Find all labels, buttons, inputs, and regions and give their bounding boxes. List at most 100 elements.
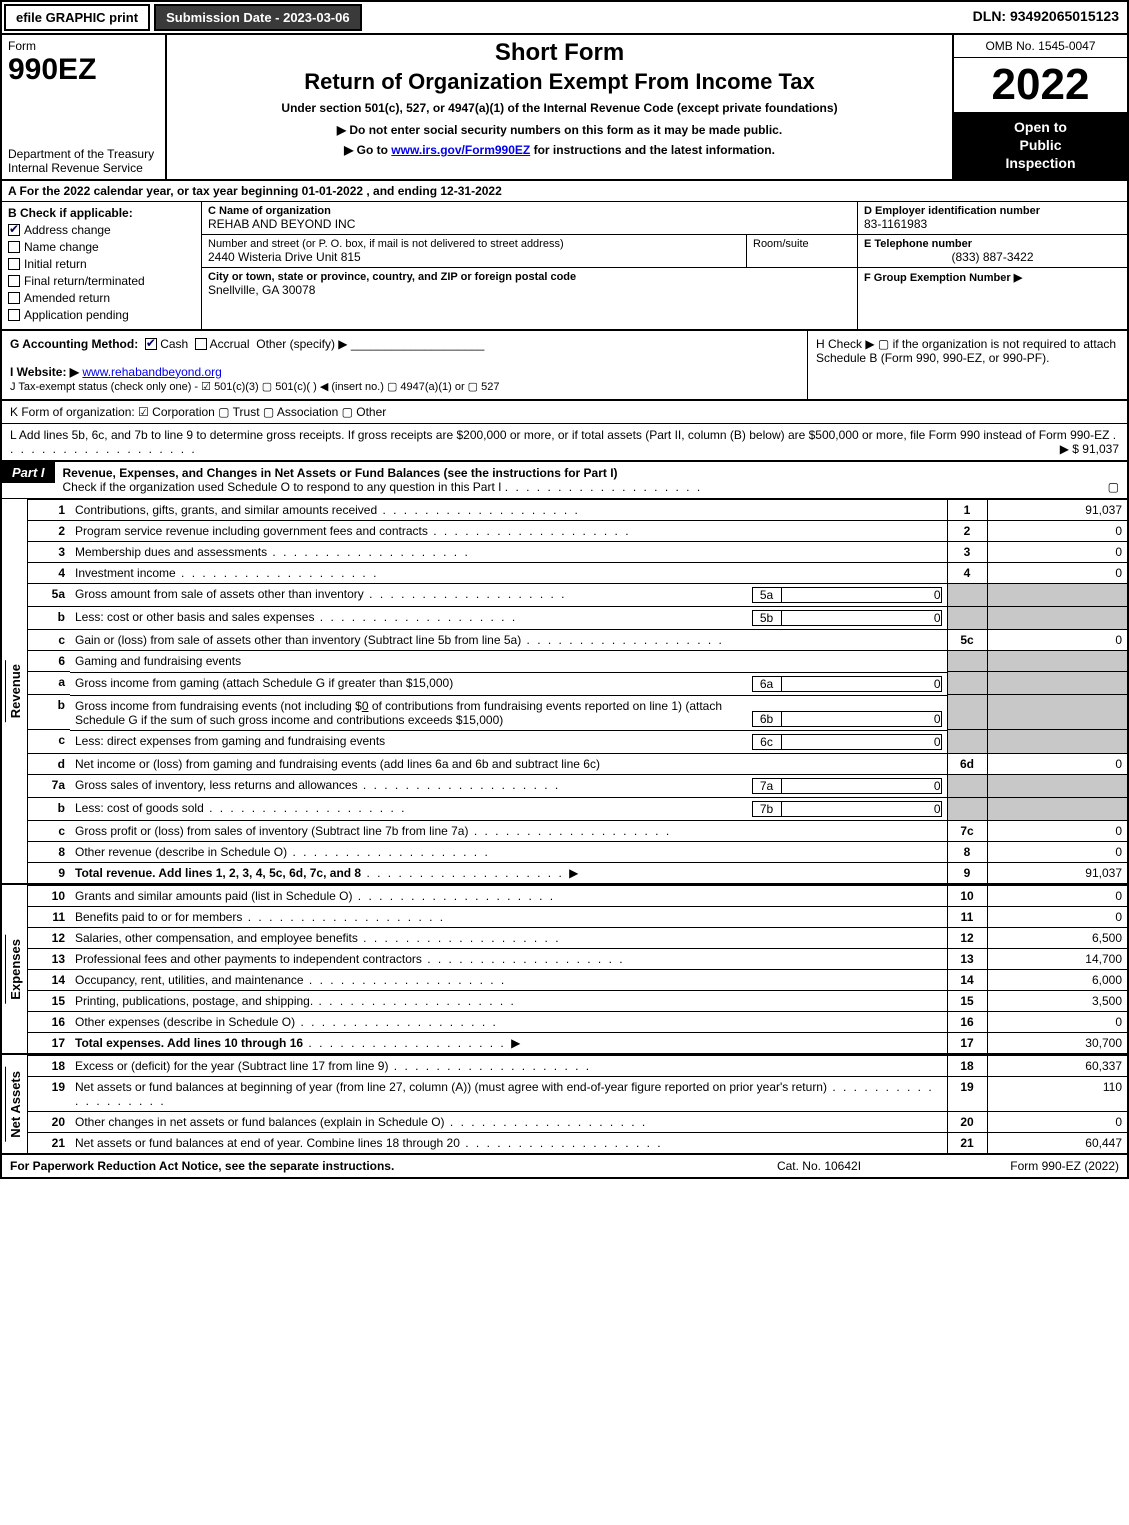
- table-row: 6Gaming and fundraising events: [28, 651, 1127, 672]
- header-left: Form 990EZ Department of the Treasury In…: [2, 35, 167, 179]
- part-i-check-text: Check if the organization used Schedule …: [63, 480, 502, 494]
- netassets-table: 18Excess or (deficit) for the year (Subt…: [28, 1055, 1127, 1153]
- chk-application-pending[interactable]: Application pending: [8, 308, 195, 322]
- revenue-side-label: Revenue: [5, 660, 25, 722]
- table-row: 9Total revenue. Add lines 1, 2, 3, 4, 5c…: [28, 863, 1127, 884]
- street-cell: Number and street (or P. O. box, if mail…: [202, 235, 747, 267]
- street-row: Number and street (or P. O. box, if mail…: [202, 235, 857, 268]
- checkbox-icon: [145, 338, 157, 350]
- header-middle: Short Form Return of Organization Exempt…: [167, 35, 952, 179]
- expenses-side-label: Expenses: [5, 935, 25, 1004]
- table-row: 11Benefits paid to or for members110: [28, 907, 1127, 928]
- table-row: cLess: direct expenses from gaming and f…: [28, 730, 1127, 754]
- website-link[interactable]: www.rehabandbeyond.org: [82, 365, 221, 379]
- dots: [505, 480, 702, 494]
- j-tax-exempt: J Tax-exempt status (check only one) - ☑…: [10, 381, 499, 393]
- column-b-checkboxes: B Check if applicable: Address change Na…: [2, 202, 202, 329]
- street-label: Number and street (or P. O. box, if mail…: [208, 238, 740, 250]
- expenses-side-label-container: Expenses: [2, 885, 28, 1053]
- column-c-name-address: C Name of organization REHAB AND BEYOND …: [202, 202, 857, 329]
- form-word: Form: [8, 39, 159, 53]
- dln-label: DLN: 93492065015123: [965, 2, 1127, 33]
- table-row: bGross income from fundraising events (n…: [28, 695, 1127, 730]
- room-cell: Room/suite: [747, 235, 857, 267]
- city-label: City or town, state or province, country…: [208, 271, 851, 283]
- chk-initial-return[interactable]: Initial return: [8, 257, 195, 271]
- under-section-text: Under section 501(c), 527, or 4947(a)(1)…: [175, 101, 944, 115]
- short-form-title: Short Form: [175, 39, 944, 67]
- table-row: 8Other revenue (describe in Schedule O)8…: [28, 842, 1127, 863]
- city-cell: City or town, state or province, country…: [202, 268, 857, 300]
- ein-value: 83-1161983: [864, 217, 1121, 231]
- tax-year: 2022: [954, 58, 1127, 112]
- netassets-side-label-container: Net Assets: [2, 1055, 28, 1153]
- omb-number: OMB No. 1545-0047: [954, 35, 1127, 58]
- g-label: G Accounting Method:: [10, 337, 138, 351]
- goto-line: ▶ Go to www.irs.gov/Form990EZ for instru…: [175, 143, 944, 157]
- revenue-section: Revenue 1Contributions, gifts, grants, a…: [0, 499, 1129, 886]
- footer-left: For Paperwork Reduction Act Notice, see …: [10, 1159, 719, 1173]
- table-row: 7aGross sales of inventory, less returns…: [28, 774, 1127, 797]
- form-header: Form 990EZ Department of the Treasury In…: [0, 33, 1129, 181]
- table-row: dNet income or (loss) from gaming and fu…: [28, 753, 1127, 774]
- table-row: 14Occupancy, rent, utilities, and mainte…: [28, 970, 1127, 991]
- table-row: 4Investment income40: [28, 562, 1127, 583]
- row-g-h: G Accounting Method: Cash Accrual Other …: [0, 331, 1129, 401]
- topbar: efile GRAPHIC print Submission Date - 20…: [0, 0, 1129, 33]
- group-exempt-cell: F Group Exemption Number ▶: [858, 268, 1127, 287]
- room-label: Room/suite: [753, 238, 851, 250]
- chk-name-change[interactable]: Name change: [8, 240, 195, 254]
- part-i-badge: Part I: [2, 462, 55, 483]
- table-row: 1Contributions, gifts, grants, and simil…: [28, 499, 1127, 520]
- submission-date-button[interactable]: Submission Date - 2023-03-06: [154, 4, 362, 31]
- org-name-label: C Name of organization: [208, 205, 851, 217]
- open-to-public-badge: Open to Public Inspection: [954, 112, 1127, 179]
- checkbox-icon: [8, 241, 20, 253]
- table-row: 12Salaries, other compensation, and empl…: [28, 928, 1127, 949]
- chk-amended-return[interactable]: Amended return: [8, 291, 195, 305]
- footer-right: Form 990-EZ (2022): [919, 1159, 1119, 1173]
- city-value: Snellville, GA 30078: [208, 283, 851, 297]
- irs-link[interactable]: www.irs.gov/Form990EZ: [391, 143, 530, 157]
- efile-print-button[interactable]: efile GRAPHIC print: [4, 4, 150, 31]
- table-row: cGross profit or (loss) from sales of in…: [28, 821, 1127, 842]
- phone-cell: E Telephone number (833) 887-3422: [858, 235, 1127, 268]
- netassets-side-label: Net Assets: [5, 1067, 25, 1142]
- checkbox-icon: [8, 275, 20, 287]
- expenses-section: Expenses 10Grants and similar amounts pa…: [0, 885, 1129, 1055]
- part-i-header: Part I Revenue, Expenses, and Changes in…: [0, 462, 1129, 499]
- goto-suffix: for instructions and the latest informat…: [530, 143, 775, 157]
- l-text: L Add lines 5b, 6c, and 7b to line 9 to …: [10, 428, 1109, 442]
- form-number: 990EZ: [8, 53, 159, 87]
- return-subtitle: Return of Organization Exempt From Incom…: [175, 69, 944, 95]
- checkbox-icon: [195, 338, 207, 350]
- ein-label: D Employer identification number: [864, 205, 1121, 217]
- checkbox-icon: [8, 224, 20, 236]
- phone-value: (833) 887-3422: [864, 250, 1121, 264]
- expenses-table: 10Grants and similar amounts paid (list …: [28, 885, 1127, 1053]
- table-row: 21Net assets or fund balances at end of …: [28, 1133, 1127, 1154]
- table-row: 3Membership dues and assessments30: [28, 541, 1127, 562]
- table-row: bLess: cost or other basis and sales exp…: [28, 606, 1127, 630]
- l-amount: ▶ $ 91,037: [1060, 442, 1119, 456]
- org-info-box: B Check if applicable: Address change Na…: [0, 202, 1129, 331]
- row-a-tax-year: A For the 2022 calendar year, or tax yea…: [0, 181, 1129, 202]
- table-row: 13Professional fees and other payments t…: [28, 949, 1127, 970]
- table-row: bLess: cost of goods sold7b0: [28, 797, 1127, 821]
- accounting-method: G Accounting Method: Cash Accrual Other …: [2, 331, 807, 399]
- table-row: 2Program service revenue including gover…: [28, 520, 1127, 541]
- chk-address-change[interactable]: Address change: [8, 223, 195, 237]
- department-label: Department of the Treasury Internal Reve…: [8, 147, 159, 175]
- row-l: L Add lines 5b, 6c, and 7b to line 9 to …: [0, 424, 1129, 462]
- part-i-checkbox[interactable]: ▢: [1108, 480, 1119, 494]
- chk-final-return[interactable]: Final return/terminated: [8, 274, 195, 288]
- header-right: OMB No. 1545-0047 2022 Open to Public In…: [952, 35, 1127, 179]
- topbar-gap: [364, 2, 965, 33]
- column-def: D Employer identification number 83-1161…: [857, 202, 1127, 329]
- table-row: 17Total expenses. Add lines 10 through 1…: [28, 1033, 1127, 1054]
- table-row: 15Printing, publications, postage, and s…: [28, 991, 1127, 1012]
- ssn-warning: ▶ Do not enter social security numbers o…: [175, 123, 944, 137]
- group-exempt-label: F Group Exemption Number ▶: [864, 271, 1121, 284]
- goto-prefix: ▶ Go to: [344, 143, 391, 157]
- i-label: I Website: ▶: [10, 365, 79, 379]
